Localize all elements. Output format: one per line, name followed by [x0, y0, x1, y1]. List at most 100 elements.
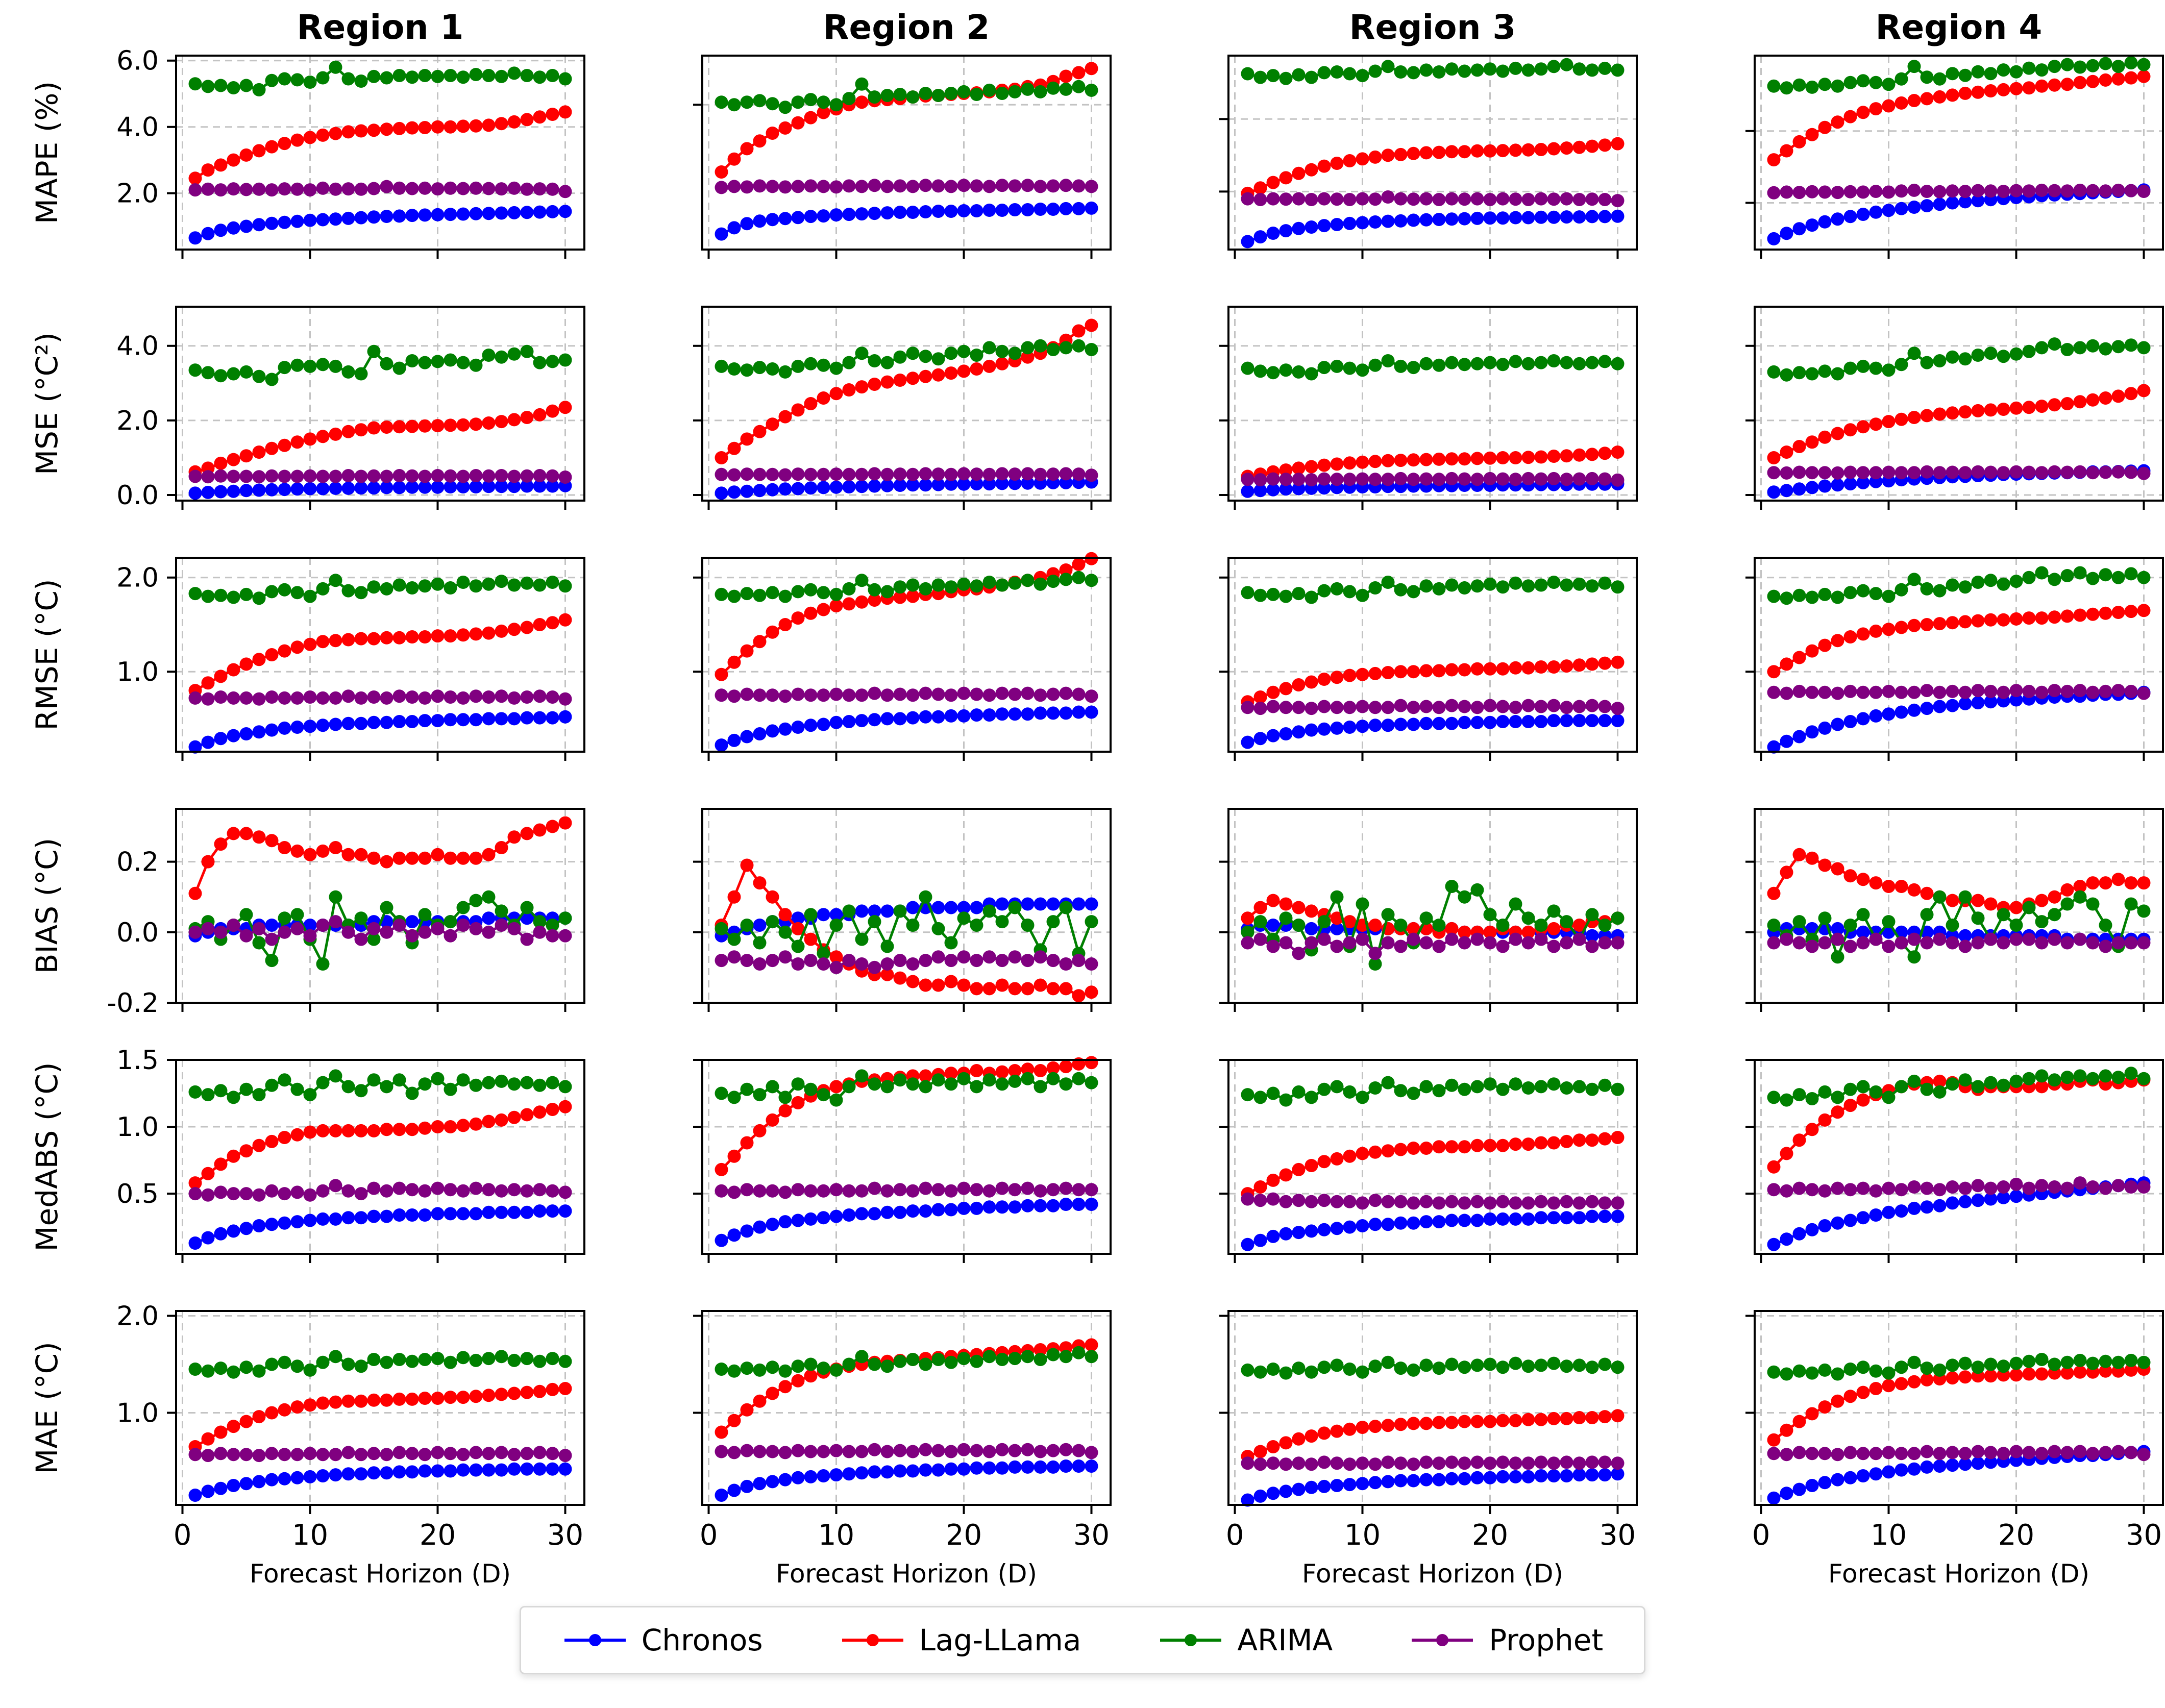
arima-markers: [715, 1069, 1098, 1107]
title-row: Region 1 Region 2 Region 3 Region 4: [0, 9, 2165, 46]
plot-background: [1755, 808, 2163, 1003]
subplot-mae-region-3: 0 10 20 30: [1219, 1309, 1638, 1552]
prophet-markers: [1241, 472, 1625, 487]
y-tick-label: 2.0: [116, 1301, 159, 1331]
x-tick-label: 0: [174, 1519, 192, 1552]
subplot-bias-region-2: [693, 807, 1112, 1012]
y-tick-label: 2.0: [116, 178, 159, 209]
plot-background: [176, 306, 584, 501]
subplot-mse-region-2: [693, 305, 1112, 510]
axes-frame: [701, 556, 1112, 753]
y-axis-gutter-bias: BIAS (°C): [0, 809, 176, 1003]
arima-markers: [715, 890, 1098, 960]
subplot-medabs-region-3: [1219, 1058, 1638, 1263]
axis-ticks: [693, 576, 1093, 761]
subplot-medabs-region-4: [1745, 1058, 2164, 1263]
metric-row-mae: MAE (°C) 1.0 2.0 0 10 20 30 0 10 20 30 0 10 20 30 0 10 20…: [0, 1301, 2165, 1552]
lag-llama-markers: [1241, 1408, 1625, 1463]
axes-frame: [1227, 556, 1638, 753]
axis-ticks: [693, 103, 1093, 259]
chronos-markers: [1241, 209, 1625, 248]
legend-box: Chronos Lag-LLama ARIMA Prophet: [519, 1605, 1646, 1674]
subplot-mse-region-4: [1745, 305, 2164, 510]
y-tick-label: 2.0: [116, 405, 159, 436]
y-tick-label: 0.5: [116, 1179, 159, 1209]
subplot-rmse-region-1: 1.0 2.0: [116, 556, 585, 761]
axis-ticks: [167, 860, 567, 1012]
arima-markers: [715, 1346, 1098, 1378]
subplot-medabs-region-2: [693, 1055, 1112, 1263]
axes-frame: [175, 1058, 585, 1255]
y-axis-gutter-mse: MSE (°C²): [0, 307, 176, 501]
axes-frame: [1754, 1058, 2164, 1255]
arima-markers: [1767, 1066, 2151, 1107]
x-axis-label: Forecast Horizon (D): [249, 1558, 511, 1589]
axes-frame: [1754, 54, 2164, 251]
axes-frame: [1227, 54, 1638, 251]
region-2-title: Region 2: [823, 8, 990, 47]
prophet-markers: [188, 689, 572, 706]
prophet-markers: [1241, 932, 1625, 960]
arima-markers: [1241, 575, 1625, 604]
axes-frame: [1754, 1309, 2164, 1506]
lag-llama-markers: [188, 816, 572, 900]
chronos-markers: [715, 705, 1098, 752]
chart-grid: MAPE (%) 2.0 4.0 6.0 MSE (°C²) 0.0 2.0 4.0 RMSE …: [0, 45, 2165, 1552]
axes-frame: [1227, 305, 1638, 502]
x-tick-label: 30: [2126, 1519, 2162, 1552]
axes-frame: [1754, 556, 2164, 753]
arima-markers: [1241, 1076, 1625, 1107]
axis-ticks: [1745, 576, 2145, 761]
plot-background: [702, 1310, 1111, 1505]
axes-frame: [1754, 305, 2164, 502]
chronos-markers: [188, 479, 572, 500]
chronos-markers: [1241, 1467, 1625, 1507]
arima-markers: [1241, 1355, 1625, 1380]
prophet-markers: [1767, 1445, 2151, 1461]
subplot-bias-region-4: [1745, 807, 2164, 1012]
y-axis-label-mae: MAE (°C): [30, 1341, 64, 1474]
chronos-markers: [1241, 713, 1625, 749]
x-tick-label: 0: [1752, 1519, 1770, 1552]
chronos-markers: [715, 475, 1098, 500]
y-tick-label: 4.0: [116, 331, 159, 361]
prophet-markers: [188, 1445, 572, 1462]
axis-ticks: [1219, 117, 1619, 259]
subplot-rmse-region-2: [693, 552, 1112, 761]
arima-markers: [715, 77, 1098, 114]
y-axis-label-mape: MAPE (%): [30, 81, 64, 224]
lag-llama-markers: [1767, 383, 2151, 464]
y-tick-label: 4.0: [116, 112, 159, 142]
metric-row-medabs: MedABS (°C) 0.5 1.0 1.5: [0, 1045, 2165, 1263]
prophet-markers: [1241, 1455, 1625, 1471]
axes-frame: [175, 1309, 585, 1506]
lag-llama-markers: [1767, 69, 2151, 166]
region-1-title: Region 1: [297, 8, 464, 47]
region-4-title: Region 4: [1875, 8, 2043, 47]
prophet-markers: [188, 914, 572, 946]
y-axis-gutter-mape: MAPE (%): [0, 56, 176, 250]
axis-ticks: [1219, 576, 1619, 761]
axis-ticks: [167, 59, 567, 259]
subplot-mape-region-1: 2.0 4.0 6.0: [116, 45, 585, 259]
axis-ticks: [1745, 130, 2145, 259]
chronos-markers: [188, 710, 572, 754]
axis-ticks: [693, 860, 1093, 1012]
prophet-markers: [715, 466, 1098, 482]
x-axis-label: Forecast Horizon (D): [1301, 1558, 1564, 1589]
axes-frame: [701, 305, 1112, 502]
subplot-mape-region-4: [1745, 54, 2164, 259]
x-tick-label: 20: [1472, 1519, 1508, 1552]
prophet-markers: [1767, 183, 2151, 200]
prophet-markers: [715, 950, 1098, 974]
chronos-markers: [1241, 1209, 1625, 1251]
x-tick-label: 30: [547, 1519, 583, 1552]
legend-marker-lag-llama: [842, 1633, 903, 1646]
y-axis-gutter-medabs: MedABS (°C): [0, 1060, 176, 1254]
prophet-markers: [188, 468, 572, 484]
metric-row-mape: MAPE (%) 2.0 4.0 6.0: [0, 45, 2165, 259]
subplot-mape-region-2: [693, 54, 1112, 259]
lag-llama-markers: [188, 1100, 572, 1190]
subplot-rmse-region-3: [1219, 556, 1638, 761]
arima-markers: [188, 573, 572, 605]
